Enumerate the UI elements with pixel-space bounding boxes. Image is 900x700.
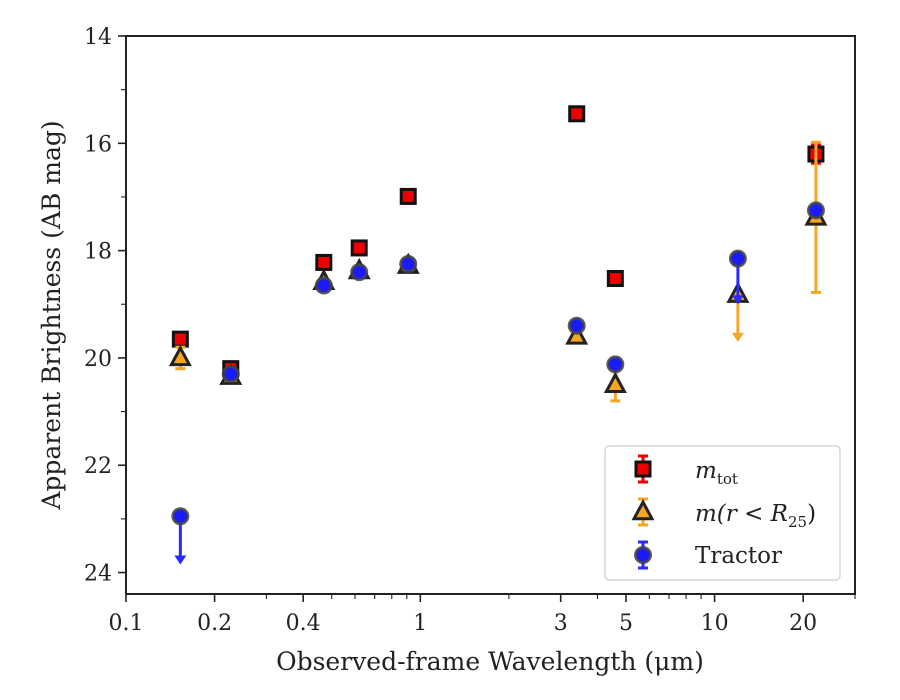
x-tick-label: 0.1 [109,611,144,636]
square-point [399,187,417,205]
circle-point [221,365,240,384]
legend-label-m-r25: m(r < R25) [695,501,816,531]
x-tick-label: 3 [554,611,568,636]
axis-ticks: 0.1 0.2 0.4 1 3 5 10 20 14 16 18 20 22 24 [84,25,856,636]
circle-point [606,355,625,374]
x-tick-label: 20 [789,611,817,636]
triangle-point [168,344,192,367]
legend-marker-circle [634,546,652,564]
legend-marker-triangle [631,498,655,521]
series-triangle [168,140,828,403]
x-tick-label: 1 [413,611,427,636]
triangle-point [603,371,627,393]
data-marks [168,105,828,565]
square-point [568,105,586,123]
x-axis-label: Observed-frame Wavelength (μm) [276,647,704,676]
circle-point [728,249,747,268]
circle-point [350,263,369,282]
y-tick-label: 14 [84,25,112,50]
x-tick-label: 0.4 [286,611,321,636]
legend-marker-square [634,460,652,478]
circle-upper-limit-arrowhead [731,295,744,305]
legend-markers [631,454,655,570]
series-circle [171,201,825,565]
y-tick-label: 24 [84,562,112,587]
square-point [606,270,624,288]
y-tick-label: 16 [84,132,112,157]
square-point [350,239,368,257]
series-square [171,105,825,378]
legend-frame [604,445,841,581]
y-tick-label: 22 [84,454,112,479]
legend-label-tractor: Tractor [695,543,782,569]
x-tick-label: 5 [619,611,633,636]
square-point [171,330,189,348]
circle-point [171,507,190,526]
square-point [315,253,333,271]
y-tick-label: 18 [84,240,112,265]
circle-point [567,316,586,335]
x-tick-label: 0.2 [197,611,232,636]
circle-point [314,276,333,295]
legend: mtot m(r < R25) Tractor [604,445,841,581]
circle-upper-limit-arrowhead [174,555,187,565]
circle-point [806,201,825,220]
x-tick-label: 10 [701,611,729,636]
y-tick-label: 20 [84,347,112,372]
triangle-point [565,323,589,345]
y-axis-label: Apparent Brightness (AB mag) [37,120,66,510]
plot-frame [125,35,856,595]
legend-label-mtot: mtot [695,458,738,488]
triangle-upper-limit-arrowhead [731,332,744,342]
circle-point [399,255,418,274]
